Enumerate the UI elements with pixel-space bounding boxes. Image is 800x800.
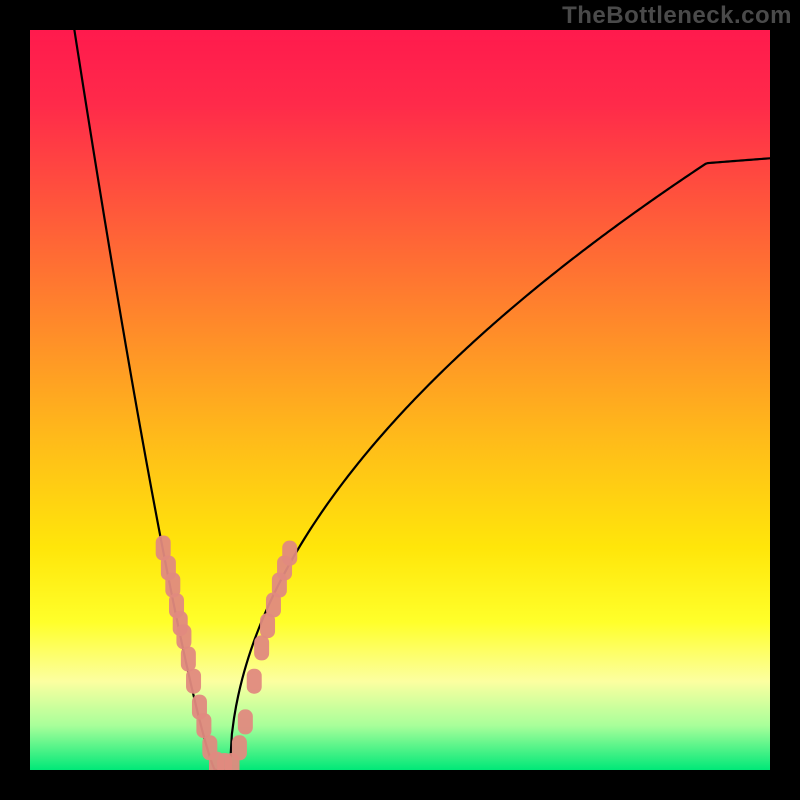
data-point: [238, 709, 253, 734]
data-point: [232, 735, 247, 760]
gradient-background: [30, 30, 770, 770]
data-point: [196, 713, 211, 738]
data-point: [186, 669, 201, 694]
watermark-text: TheBottleneck.com: [562, 2, 792, 30]
data-point: [181, 647, 196, 672]
data-point: [282, 541, 297, 566]
plot-area: [30, 30, 770, 770]
data-point: [247, 669, 262, 694]
chart-svg: [30, 30, 770, 770]
data-point: [254, 635, 269, 660]
data-point: [176, 624, 191, 649]
